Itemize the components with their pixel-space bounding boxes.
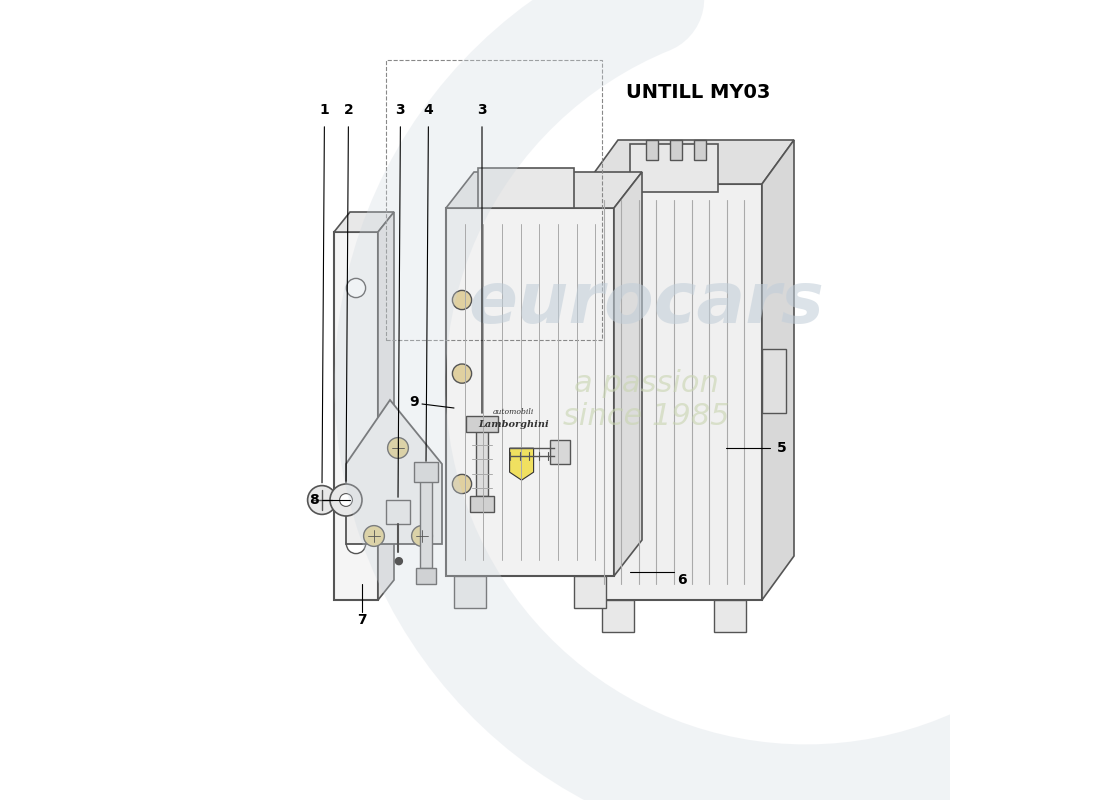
Text: a passion
since 1985: a passion since 1985 (563, 369, 729, 431)
Polygon shape (509, 448, 534, 480)
Circle shape (330, 484, 362, 516)
Text: Lamborghini: Lamborghini (478, 420, 549, 429)
Circle shape (346, 534, 365, 554)
Circle shape (452, 364, 472, 383)
Bar (586, 184, 762, 600)
Text: 3: 3 (396, 103, 405, 118)
Text: eurocars: eurocars (469, 270, 824, 338)
Bar (420, 472, 431, 568)
Bar (476, 424, 487, 496)
Bar (478, 168, 574, 208)
Polygon shape (586, 140, 794, 184)
Circle shape (411, 526, 432, 546)
Bar (630, 144, 718, 192)
Circle shape (346, 278, 365, 298)
Text: ●: ● (393, 556, 403, 566)
Bar (714, 600, 746, 632)
Bar (762, 349, 786, 413)
Circle shape (452, 290, 472, 310)
Bar (446, 208, 614, 576)
Bar (694, 140, 706, 160)
Bar (417, 568, 436, 584)
Text: 3: 3 (477, 103, 487, 118)
Polygon shape (614, 172, 642, 576)
Text: 4: 4 (424, 103, 433, 118)
Text: 8: 8 (309, 493, 319, 507)
Text: 9: 9 (409, 395, 419, 410)
Circle shape (387, 438, 408, 458)
Polygon shape (346, 400, 442, 544)
Bar (646, 140, 658, 160)
Polygon shape (334, 212, 394, 232)
Bar (386, 60, 602, 340)
Bar (334, 232, 378, 600)
Bar (550, 440, 570, 464)
Text: 2: 2 (343, 103, 353, 118)
Circle shape (364, 526, 384, 546)
Text: 7: 7 (358, 613, 366, 627)
Polygon shape (378, 212, 394, 600)
Bar (602, 600, 634, 632)
Polygon shape (446, 172, 642, 208)
Bar (386, 500, 410, 524)
Text: 1: 1 (319, 103, 329, 118)
Text: 6: 6 (678, 573, 686, 587)
Text: UNTILL MY03: UNTILL MY03 (626, 82, 770, 102)
Circle shape (308, 486, 337, 514)
Bar (414, 462, 438, 482)
Bar (470, 496, 494, 512)
Bar (466, 416, 498, 432)
Bar (670, 140, 682, 160)
Text: 5: 5 (777, 441, 786, 455)
Bar (454, 576, 486, 608)
Polygon shape (762, 140, 794, 600)
Bar (574, 576, 606, 608)
Circle shape (340, 494, 352, 506)
Circle shape (452, 474, 472, 494)
Text: automobili: automobili (493, 408, 535, 416)
